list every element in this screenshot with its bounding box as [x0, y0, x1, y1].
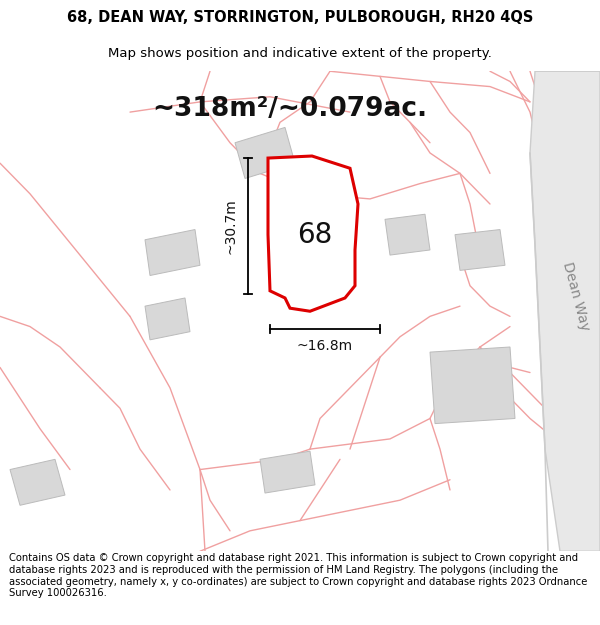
Text: 68, DEAN WAY, STORRINGTON, PULBOROUGH, RH20 4QS: 68, DEAN WAY, STORRINGTON, PULBOROUGH, R…: [67, 10, 533, 25]
Text: Map shows position and indicative extent of the property.: Map shows position and indicative extent…: [108, 47, 492, 60]
Polygon shape: [385, 214, 430, 255]
Polygon shape: [145, 298, 190, 340]
Polygon shape: [268, 156, 358, 311]
Polygon shape: [145, 229, 200, 276]
Polygon shape: [10, 459, 65, 505]
Text: 68: 68: [298, 221, 332, 249]
Text: ~30.7m: ~30.7m: [224, 198, 238, 254]
Polygon shape: [260, 451, 315, 493]
Polygon shape: [455, 229, 505, 271]
Text: Contains OS data © Crown copyright and database right 2021. This information is : Contains OS data © Crown copyright and d…: [9, 553, 587, 598]
Text: ~16.8m: ~16.8m: [297, 339, 353, 353]
Text: ~318m²/~0.079ac.: ~318m²/~0.079ac.: [152, 96, 428, 122]
Polygon shape: [235, 127, 295, 179]
Text: Dean Way: Dean Way: [560, 260, 592, 332]
Polygon shape: [430, 347, 515, 424]
Polygon shape: [530, 71, 600, 551]
